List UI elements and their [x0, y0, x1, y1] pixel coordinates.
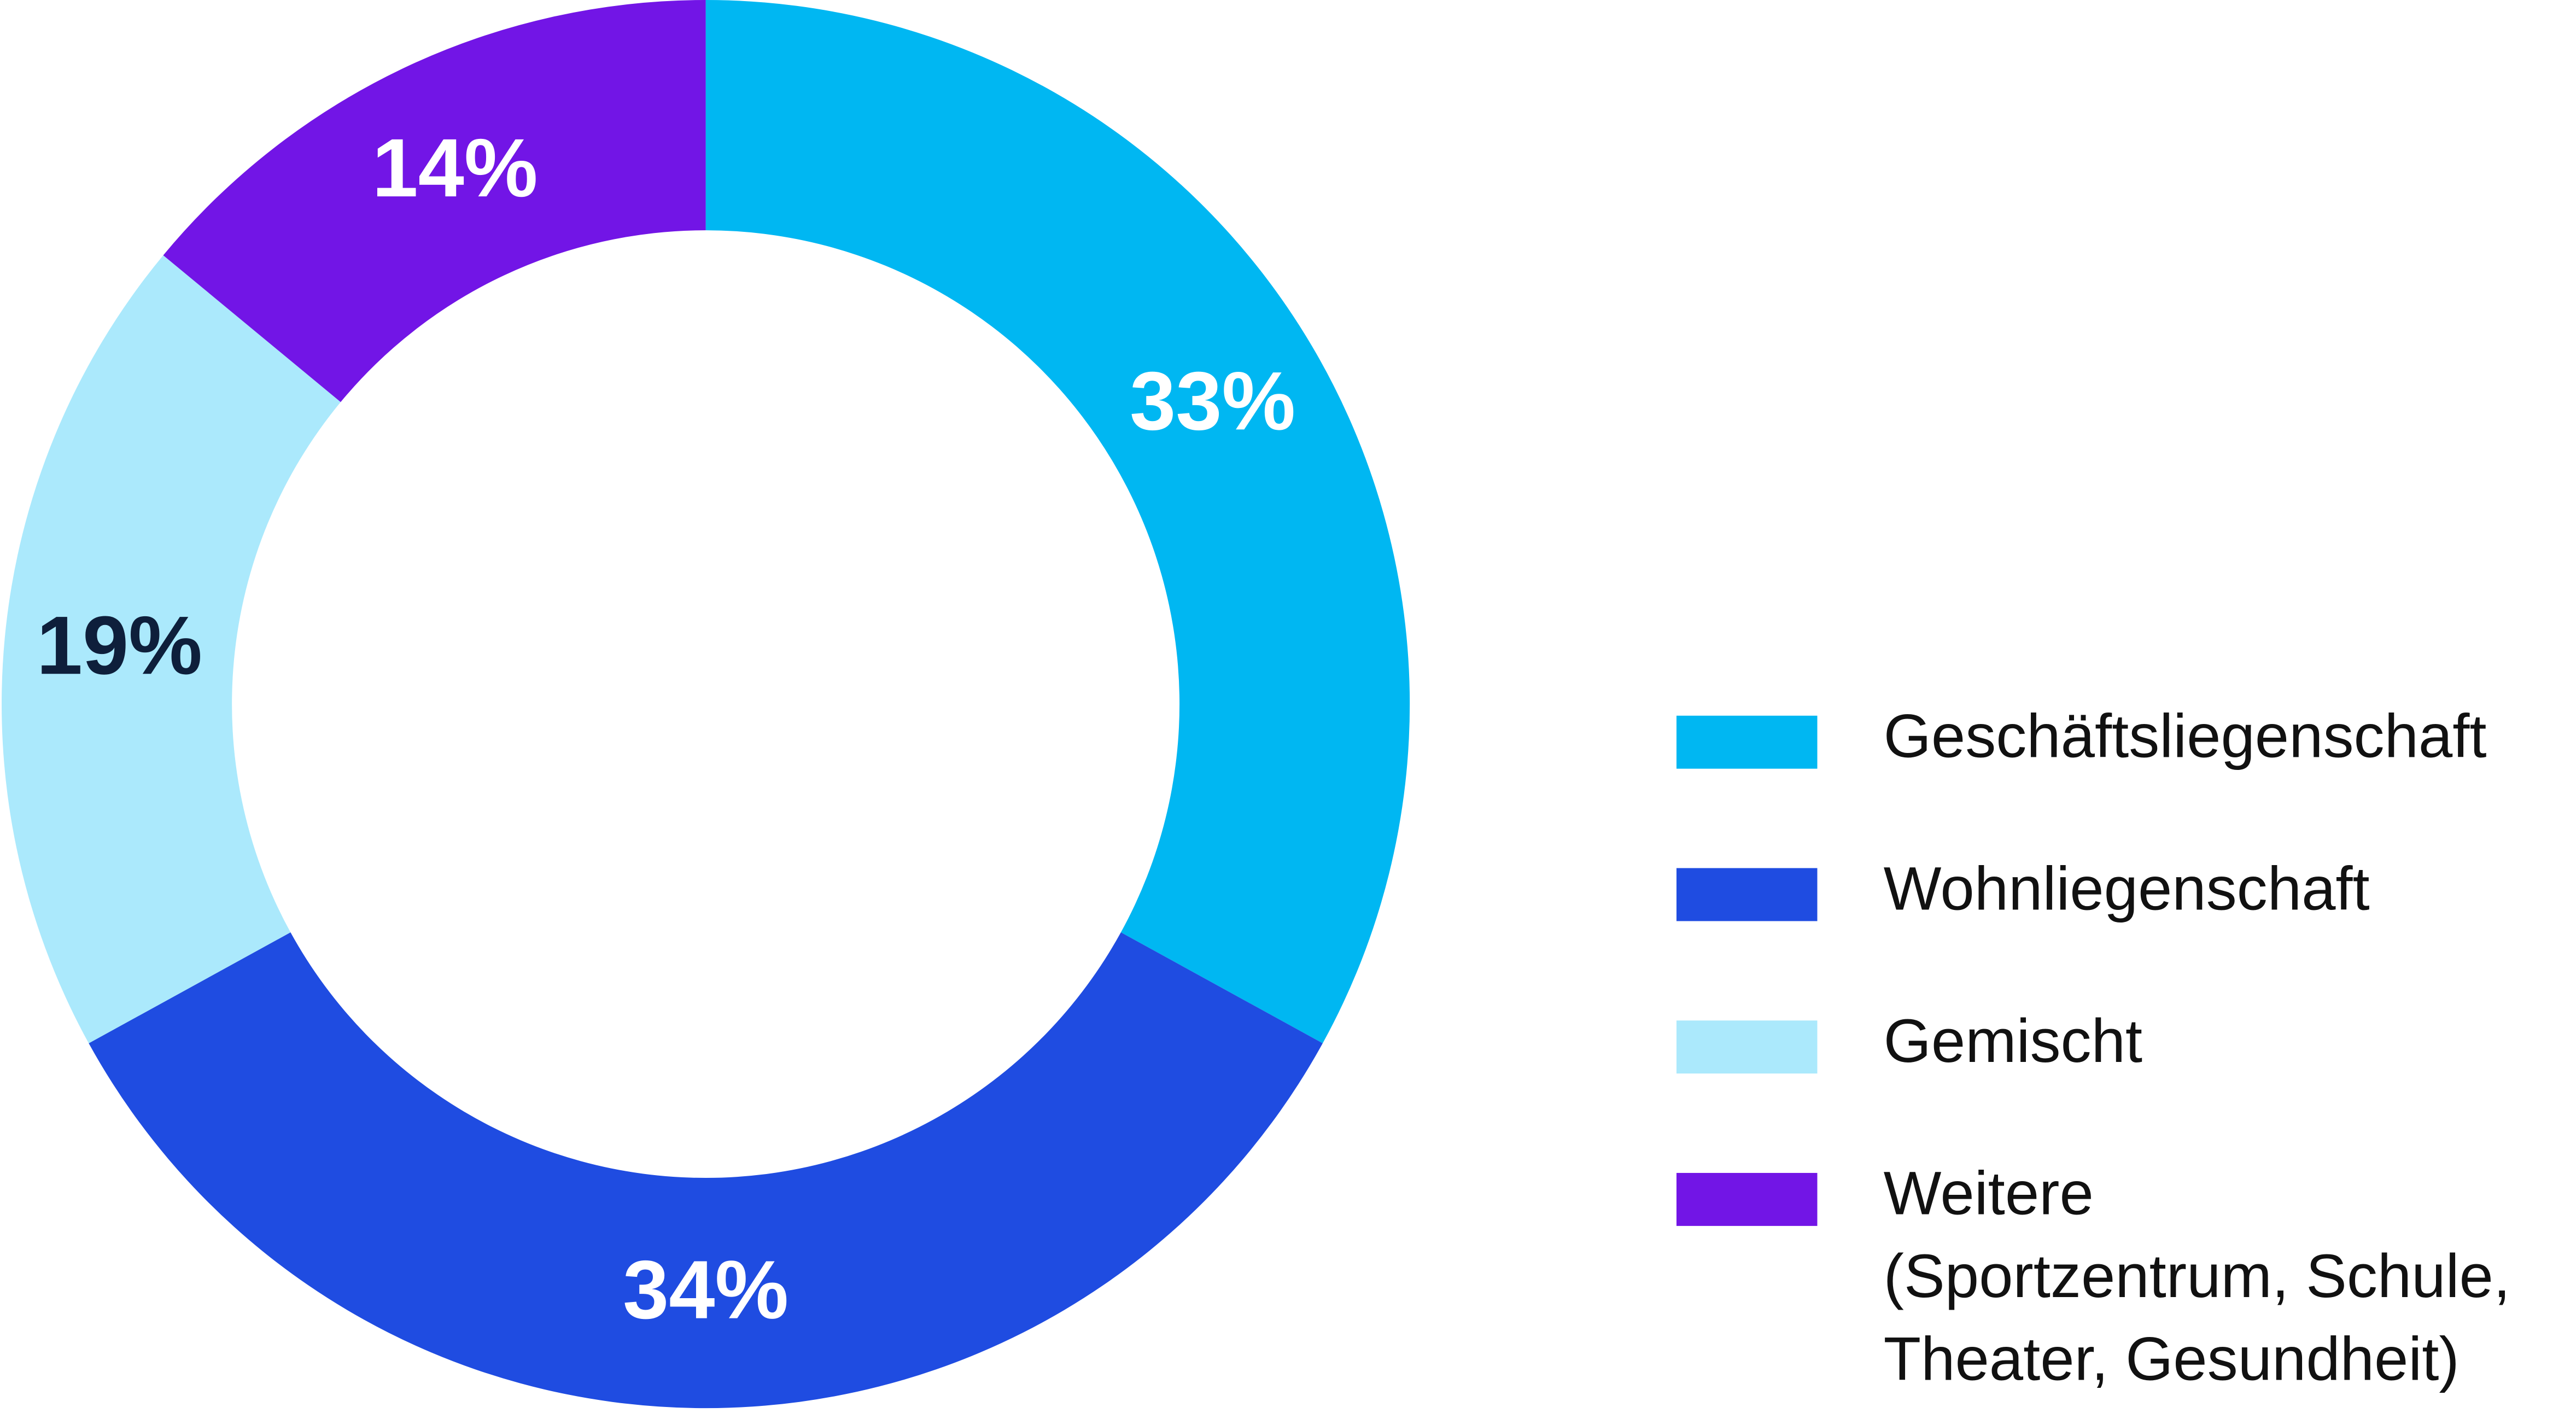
legend-label: Wohnliegenschaft	[1883, 855, 2370, 923]
donut-slice	[163, 0, 706, 402]
legend-swatch	[1676, 1020, 1818, 1074]
legend-label: Geschäftsliegenschaft	[1883, 702, 2487, 770]
legend-item: Wohnliegenschaft	[1676, 855, 2370, 931]
legend-swatch	[1676, 1172, 1818, 1226]
donut-slice	[705, 0, 1410, 1043]
legend-label: Gemischt	[1883, 1007, 2143, 1076]
donut-slice	[89, 932, 1323, 1409]
value-label: 34%	[623, 1244, 788, 1336]
legend-swatch	[1676, 715, 1818, 769]
value-label: 19%	[37, 599, 202, 692]
legend-label: Weitere (Sportzentrum, Schule, Theater, …	[1883, 1159, 2511, 1393]
value-label: 14%	[372, 122, 538, 214]
donut-slice	[2, 255, 341, 1043]
value-label: 33%	[1130, 355, 1295, 447]
legend-swatch	[1676, 868, 1818, 921]
legend-item: Weitere (Sportzentrum, Schule, Theater, …	[1676, 1160, 2510, 1402]
legend-item: Gemischt	[1676, 1007, 2142, 1083]
donut-chart: 33% 34% 19% 14%	[2, 0, 1410, 1409]
legend-item: Geschäftsliegenschaft	[1676, 703, 2487, 779]
